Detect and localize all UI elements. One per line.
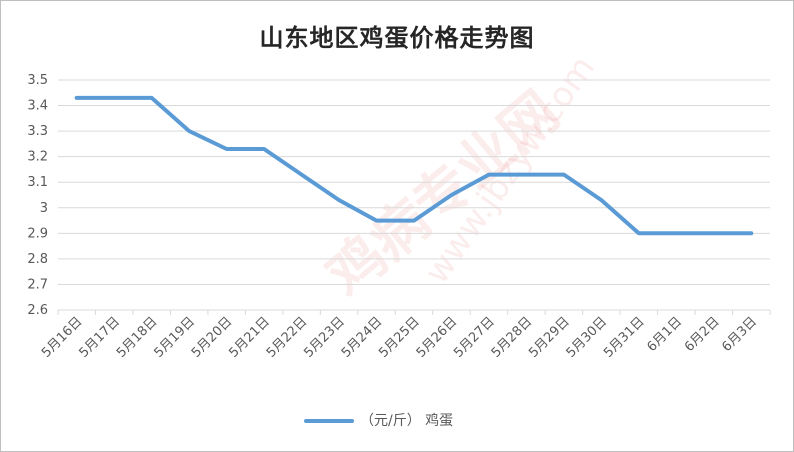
y-tick-label: 3.5	[27, 73, 48, 88]
x-tick-label: 5月25日	[376, 314, 423, 361]
x-tick-label: 5月30日	[564, 314, 611, 361]
x-tick-label: 6月3日	[719, 314, 760, 355]
y-tick-label: 3.3	[27, 124, 48, 139]
chart-title: 山东地区鸡蛋价格走势图	[259, 24, 535, 52]
y-tick-label: 3.1	[27, 175, 48, 190]
y-axis-ticks: 3.5 3.4 3.3 3.2 3.1 3 2.9 2.8 2.7 2.6	[27, 73, 48, 318]
x-tick-label: 5月26日	[414, 314, 461, 361]
x-tick-label: 5月21日	[226, 314, 273, 361]
x-axis-ticks: 5月16日5月17日5月18日5月19日5月20日5月21日5月22日5月23日…	[39, 310, 771, 361]
y-tick-label: 3.4	[27, 99, 48, 114]
x-tick-label: 5月19日	[151, 314, 198, 361]
x-tick-label: 5月27日	[451, 314, 498, 361]
gridlines	[58, 79, 770, 285]
x-tick-label: 5月31日	[601, 314, 648, 361]
y-tick-label: 2.9	[27, 226, 48, 241]
x-tick-label: 6月2日	[682, 314, 723, 355]
x-tick-label: 5月22日	[264, 314, 311, 361]
series-line	[74, 95, 754, 236]
x-tick-label: 5月20日	[189, 314, 236, 361]
x-tick-label: 6月1日	[644, 314, 685, 355]
y-tick-label: 3.2	[27, 150, 48, 165]
x-tick-label: 5月17日	[76, 314, 123, 361]
x-tick-label: 5月18日	[114, 314, 161, 361]
x-tick-label: 5月28日	[489, 314, 536, 361]
y-tick-label: 3	[40, 201, 48, 216]
legend-label: （元/斤） 鸡蛋	[360, 413, 454, 429]
y-tick-label: 2.6	[27, 303, 48, 318]
y-tick-label: 2.7	[27, 277, 48, 292]
series-group	[74, 95, 754, 236]
y-tick-label: 2.8	[27, 252, 48, 267]
x-tick-label: 5月24日	[339, 314, 386, 361]
x-tick-label: 5月23日	[301, 314, 348, 361]
x-tick-label: 5月29日	[526, 314, 573, 361]
x-tick-label: 5月16日	[39, 314, 86, 361]
